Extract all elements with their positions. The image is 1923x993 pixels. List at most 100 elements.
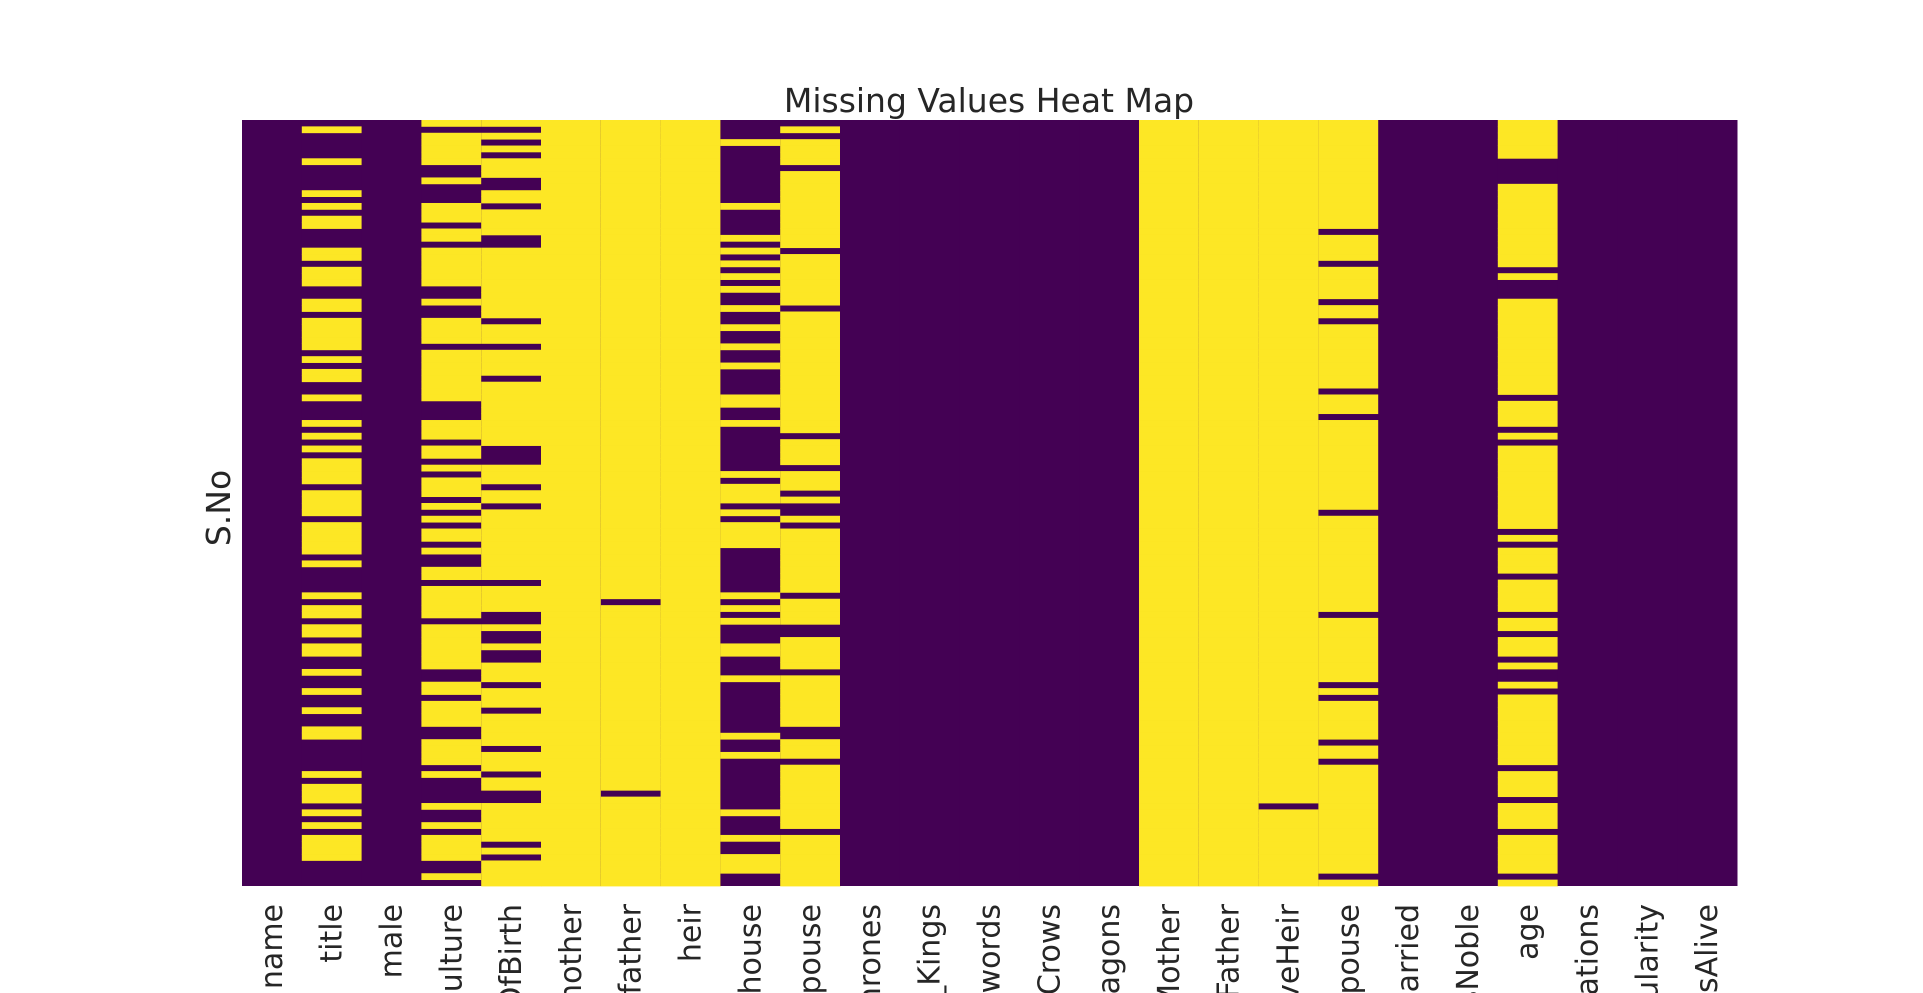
heatmap-missing-cell <box>600 796 662 804</box>
heatmap-missing-cell <box>1318 815 1379 823</box>
heatmap-missing-cell <box>660 215 721 223</box>
heatmap-missing-cell <box>1258 726 1319 734</box>
heatmap-missing-cell <box>1139 426 1200 434</box>
heatmap-missing-cell <box>541 841 602 849</box>
heatmap-missing-cell <box>660 196 721 204</box>
heatmap-missing-cell <box>720 675 781 683</box>
x-tick-label: elations <box>1571 904 1606 993</box>
heatmap-missing-cell <box>720 324 781 332</box>
heatmap-missing-cell <box>421 254 482 261</box>
heatmap-missing-cell <box>1497 464 1559 472</box>
heatmap-missing-cell <box>541 273 602 280</box>
heatmap-missing-cell <box>720 400 781 408</box>
heatmap-column-male <box>361 120 422 886</box>
heatmap-missing-cell <box>1258 337 1319 344</box>
heatmap-missing-cell <box>1258 273 1319 280</box>
heatmap-missing-cell <box>1198 643 1260 651</box>
x-tick-label: spouse <box>793 904 828 993</box>
heatmap-missing-cell <box>541 541 602 549</box>
heatmap-missing-cell <box>660 509 721 517</box>
heatmap-missing-cell <box>1198 266 1260 274</box>
heatmap-missing-cell <box>1198 439 1260 446</box>
heatmap-missing-cell <box>1198 254 1260 261</box>
heatmap-missing-cell <box>1258 426 1319 434</box>
heatmap-missing-cell <box>780 228 841 236</box>
heatmap-missing-cell <box>660 879 721 887</box>
heatmap-missing-cell <box>1198 713 1260 721</box>
heatmap-missing-cell <box>660 726 721 734</box>
heatmap-missing-cell <box>600 496 662 504</box>
heatmap-missing-cell <box>1318 305 1379 312</box>
heatmap-missing-cell <box>780 209 841 217</box>
heatmap-missing-cell <box>1198 688 1260 695</box>
heatmap-missing-cell <box>421 388 482 395</box>
heatmap-missing-cell <box>780 483 841 491</box>
heatmap-missing-cell <box>1198 183 1260 191</box>
heatmap-missing-cell <box>1139 451 1200 459</box>
heatmap-missing-cell <box>660 637 721 644</box>
heatmap-missing-cell <box>600 407 662 415</box>
heatmap-missing-cell <box>421 662 482 670</box>
heatmap-missing-cell <box>481 420 542 427</box>
heatmap-missing-cell <box>421 279 482 287</box>
heatmap-missing-cell <box>541 356 602 363</box>
heatmap-missing-cell <box>660 873 721 881</box>
heatmap-missing-cell <box>541 662 602 670</box>
heatmap-missing-cell <box>660 675 721 683</box>
heatmap-missing-cell <box>1139 656 1200 663</box>
heatmap-missing-cell <box>301 790 363 798</box>
heatmap-missing-cell <box>481 751 542 759</box>
heatmap-missing-cell <box>1258 573 1319 580</box>
heatmap-missing-cell <box>541 611 602 619</box>
heatmap-missing-cell <box>1318 254 1379 261</box>
heatmap-missing-cell <box>421 822 482 829</box>
heatmap-missing-cell <box>1318 554 1379 561</box>
heatmap-missing-cell <box>1497 515 1559 523</box>
heatmap-missing-cell <box>1318 764 1379 772</box>
heatmap-missing-cell <box>1139 803 1200 810</box>
heatmap-missing-cell <box>660 202 721 210</box>
heatmap-missing-cell <box>1318 209 1379 217</box>
heatmap-missing-cell <box>1497 758 1559 766</box>
y-axis-label: S.No <box>199 470 238 546</box>
heatmap-missing-cell <box>1139 815 1200 823</box>
heatmap-missing-cell <box>1198 534 1260 542</box>
heatmap-missing-cell <box>1198 234 1260 242</box>
heatmap-missing-cell <box>481 368 542 376</box>
heatmap-missing-cell <box>481 215 542 223</box>
heatmap-missing-cell <box>1497 362 1559 370</box>
heatmap-missing-cell <box>720 362 781 370</box>
heatmap-missing-cell <box>1258 120 1319 127</box>
heatmap-missing-cell <box>660 758 721 766</box>
heatmap-missing-cell <box>660 649 721 657</box>
heatmap-missing-cell <box>301 522 363 529</box>
heatmap-missing-cell <box>421 656 482 663</box>
heatmap-missing-cell <box>421 547 482 555</box>
heatmap-missing-cell <box>1497 790 1559 798</box>
heatmap-missing-cell <box>720 420 781 427</box>
x-tick-label: name <box>255 904 290 989</box>
heatmap-missing-cell <box>600 132 662 140</box>
heatmap-missing-cell <box>1318 375 1379 383</box>
x-tick-labels: name title male culture OfBirth mother father h… <box>255 903 1725 993</box>
heatmap-missing-cell <box>481 547 542 555</box>
heatmap-missing-cell <box>1497 854 1559 861</box>
heatmap-missing-cell <box>481 822 542 829</box>
heatmap-missing-cell <box>1139 841 1200 849</box>
heatmap-missing-cell <box>541 879 602 887</box>
heatmap-missing-cell <box>720 471 781 478</box>
heatmap-missing-cell <box>1139 439 1200 446</box>
heatmap-missing-cell <box>481 700 542 708</box>
heatmap-missing-cell <box>1497 732 1559 740</box>
heatmap-missing-cell <box>481 605 542 612</box>
heatmap-missing-cell <box>660 260 721 268</box>
heatmap-missing-cell <box>660 656 721 663</box>
heatmap-missing-cell <box>600 713 662 721</box>
heatmap-missing-cell <box>301 324 363 332</box>
heatmap-missing-cell <box>1258 611 1319 619</box>
heatmap-missing-cell <box>1198 496 1260 504</box>
heatmap-missing-cell <box>780 879 841 887</box>
heatmap-missing-cell <box>1139 579 1200 587</box>
heatmap-missing-cell <box>600 330 662 338</box>
heatmap-missing-cell <box>780 471 841 478</box>
